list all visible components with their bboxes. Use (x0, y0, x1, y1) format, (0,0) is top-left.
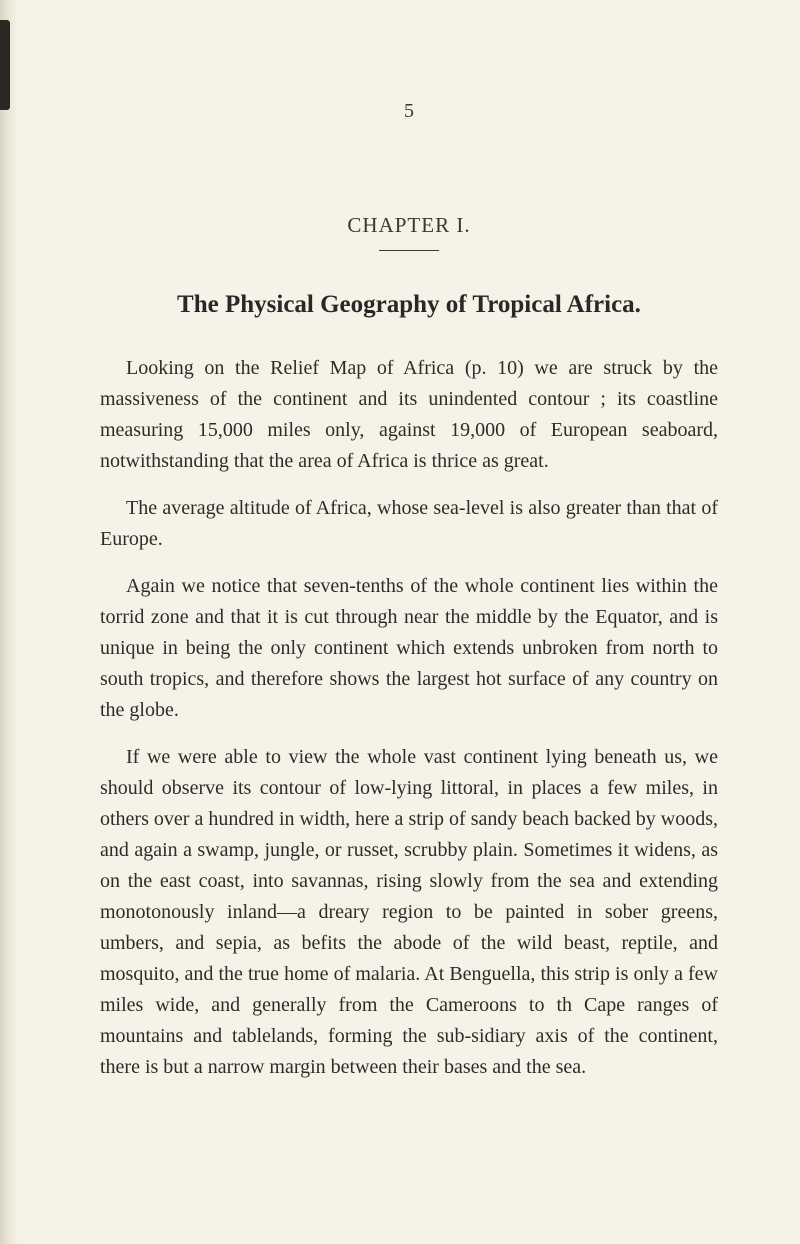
paragraph-4: If we were able to view the whole vast c… (100, 742, 718, 1083)
chapter-title: The Physical Geography of Tropical Afric… (100, 291, 718, 319)
binding-mark (0, 20, 10, 110)
binding-edge (0, 0, 18, 1244)
page-number: 5 (100, 100, 718, 123)
chapter-heading: CHAPTER I. (100, 213, 718, 238)
paragraph-2: The average altitude of Africa, whose se… (100, 493, 718, 555)
chapter-underline (379, 250, 439, 251)
paragraph-3: Again we notice that seven-tenths of the… (100, 571, 718, 726)
paragraph-1: Looking on the Relief Map of Africa (p. … (100, 353, 718, 477)
page-content: 5 CHAPTER I. The Physical Geography of T… (0, 0, 800, 1244)
